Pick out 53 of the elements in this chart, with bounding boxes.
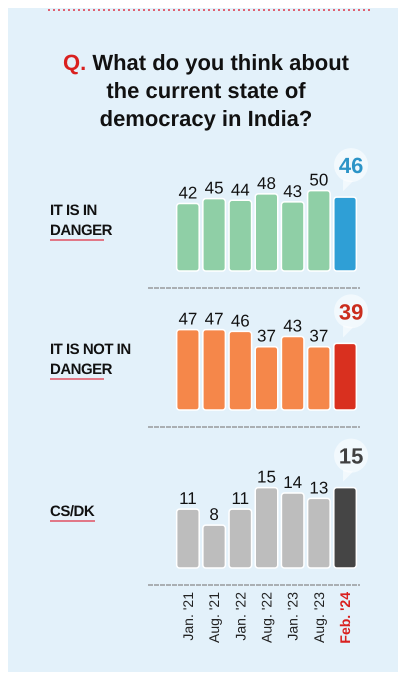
bar xyxy=(254,346,279,411)
data-label: 44 xyxy=(230,180,250,200)
bar xyxy=(202,524,226,569)
data-label: 11 xyxy=(179,489,197,508)
data-label: 11 xyxy=(231,489,250,508)
data-label: 43 xyxy=(283,182,302,201)
data-label: 15 xyxy=(338,444,364,469)
bar xyxy=(176,202,200,272)
data-label: 46 xyxy=(338,153,364,178)
x-tick-label: Aug. '23 xyxy=(310,592,327,643)
x-tick-label: Jan. '23 xyxy=(284,592,301,641)
bar xyxy=(254,486,279,569)
x-tick-label: Feb. '24 xyxy=(337,592,354,644)
y-axis-title: IT IS NOT IN DANGER xyxy=(50,341,131,378)
x-tick-label: Aug. '22 xyxy=(258,592,274,643)
bar xyxy=(280,201,305,272)
data-label: 39 xyxy=(338,299,364,324)
y-axis-title: CS/DK xyxy=(50,503,95,520)
data-label: 48 xyxy=(257,174,276,193)
data-label: 43 xyxy=(283,316,302,336)
bar xyxy=(333,486,358,569)
bar xyxy=(333,342,358,411)
bar xyxy=(176,508,200,569)
data-label: 8 xyxy=(209,505,219,524)
bar xyxy=(202,328,226,411)
x-tick-label: Jan. '21 xyxy=(180,592,196,641)
data-label: 37 xyxy=(257,326,276,346)
x-tick-label: Jan. '22 xyxy=(232,592,248,641)
bar xyxy=(176,328,200,411)
bar xyxy=(280,492,305,569)
bar xyxy=(254,193,279,272)
data-label: 47 xyxy=(178,310,198,329)
data-label: 42 xyxy=(178,184,198,202)
bar xyxy=(306,346,331,411)
bar xyxy=(228,508,252,569)
data-label: 50 xyxy=(309,170,328,190)
bar xyxy=(306,190,331,272)
bar xyxy=(280,336,305,411)
bar xyxy=(333,196,358,272)
data-label: 47 xyxy=(204,310,224,329)
data-label: 13 xyxy=(309,478,328,498)
data-label: 37 xyxy=(309,326,328,346)
bar xyxy=(306,498,331,569)
chart-title: Q. What do you think about the current state of democracy in India? xyxy=(63,50,350,131)
data-label: 45 xyxy=(204,178,224,198)
data-label: 15 xyxy=(257,468,276,487)
y-axis-title: IT IS IN DANGER xyxy=(50,202,113,239)
data-label: 14 xyxy=(283,473,302,492)
bar xyxy=(228,200,252,272)
bar xyxy=(228,330,252,411)
bar xyxy=(202,198,226,272)
x-tick-label: Aug. '21 xyxy=(206,592,222,643)
data-label: 46 xyxy=(230,311,250,330)
